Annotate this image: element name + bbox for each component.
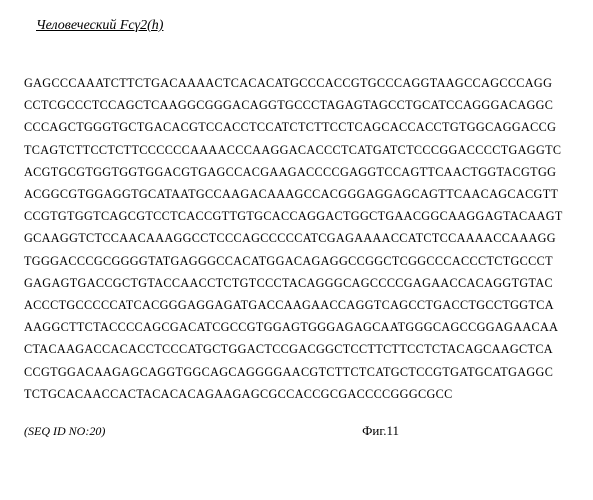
figure-label: Фиг.11 [362, 423, 399, 439]
sequence-line: ACGGCGTGGAGGTGCATAATGCCAAGACAAAGCCACGGGA… [24, 183, 569, 205]
sequence-line: CCTCGCCCTCCAGCTCAAGGCGGGACAGGTGCCCTAGAGT… [24, 94, 569, 116]
document-title: Человеческий Fcγ2(h) [36, 18, 569, 34]
sequence-line: TGGGACCCGCGGGGTATGAGGGCCACATGGACAGAGGCCG… [24, 250, 569, 272]
sequence-line: GAGAGTGACCGCTGTACCAACCTCTGTCCCTACAGGGCAG… [24, 272, 569, 294]
sequence-line: ACCCTGCCCCCATCACGGGAGGAGATGACCAAGAACCAGG… [24, 294, 569, 316]
sequence-line: AAGGCTTCTACCCCAGCGACATCGCCGTGGAGTGGGAGAG… [24, 316, 569, 338]
sequence-line: CCGTGGACAAGAGCAGGTGGCAGCAGGGGAACGTCTTCTC… [24, 361, 569, 383]
sequence-line: TCTGCACAACCACTACACACAGAAGAGCGCCACCGCGACC… [24, 383, 569, 405]
sequence-line: CCCAGCTGGGTGCTGACACGTCCACCTCCATCTCTTCCTC… [24, 116, 569, 138]
sequence-line: GCAAGGTCTCCAACAAAGGCCTCCCAGCCCCCATCGAGAA… [24, 227, 569, 249]
footer-row: (SEQ ID NO:20) Фиг.11 [24, 423, 569, 439]
sequence-line: ACGTGCGTGGTGGTGGACGTGAGCCACGAAGACCCCGAGG… [24, 161, 569, 183]
sequence-line: GAGCCCAAATCTTCTGACAAAACTCACACATGCCCACCGT… [24, 72, 569, 94]
sequence-line: CTACAAGACCACACCTCCCATGCTGGACTCCGACGGCTCC… [24, 338, 569, 360]
sequence-line: CCGTGTGGTCAGCGTCCTCACCGTTGTGCACCAGGACTGG… [24, 205, 569, 227]
dna-sequence-block: GAGCCCAAATCTTCTGACAAAACTCACACATGCCCACCGT… [24, 72, 569, 405]
sequence-line: TCAGTCTTCCTCTTCCCCCCAAAACCCAAGGACACCCTCA… [24, 139, 569, 161]
seq-id-label: (SEQ ID NO:20) [24, 424, 105, 439]
